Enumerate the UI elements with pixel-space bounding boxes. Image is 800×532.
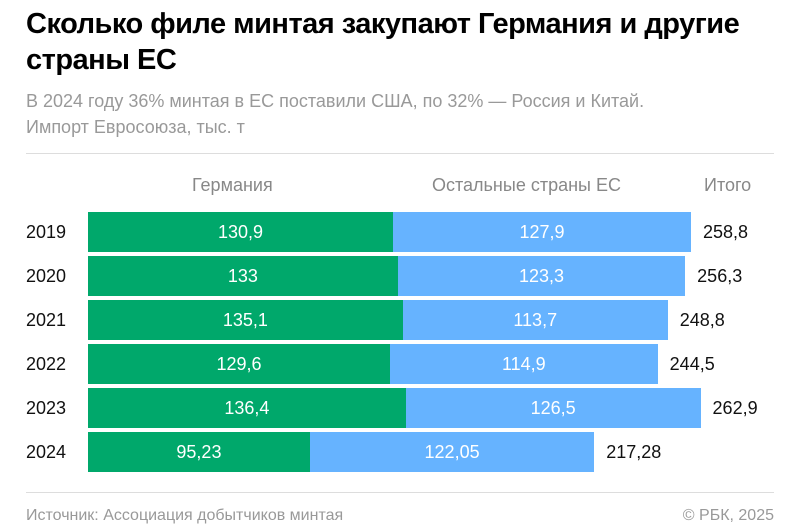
chart-subtitle: В 2024 году 36% минтая в ЕС поставили СШ… [26,88,786,140]
bar-value-label: 135,1 [222,309,268,330]
total-label: 244,5 [669,354,715,374]
subtitle-line-1: В 2024 году 36% минтая в ЕС поставили СШ… [26,91,645,111]
year-label: 2024 [26,442,67,462]
legend-germany: Германия [192,175,273,195]
bar-value-label: 130,9 [217,221,264,242]
bar-germany: 95,23 [88,432,310,472]
total-label: 258,8 [703,222,749,242]
bar-germany: 135,1 [88,300,403,340]
bar-value-label: 123,3 [518,265,565,286]
bar-value-label: 127,9 [519,221,565,242]
bar-germany: 136,4 [88,388,406,428]
total-label: 217,28 [606,442,662,462]
year-label: 2022 [26,354,67,374]
total-label: 248,8 [679,310,725,330]
year-label: 2023 [26,398,67,418]
top-divider [26,153,774,154]
bar-other-eu: 122,05 [309,432,595,472]
year-label: 2019 [26,222,67,242]
chart-title: Сколько филе минтая закупают Германия и … [26,8,740,76]
bar-other-eu: 114,9 [389,344,658,384]
bar-value-label: 95,23 [176,441,222,462]
bar-germany: 133 [88,256,398,296]
bar-other-eu: 127,9 [392,212,691,252]
bottom-divider [26,492,774,493]
bar-germany: 130,9 [88,212,393,252]
source-note: Источник: Ассоциация добытчиков минтая [26,507,344,524]
bar-other-eu: 126,5 [405,388,701,428]
bar-value-label: 122,05 [424,441,480,462]
bar-value-label: 126,5 [530,397,576,418]
legend-other-eu: Остальные страны ЕС [432,175,621,195]
bar-value-label: 129,6 [216,353,262,374]
bar-germany: 129,6 [88,344,390,384]
bar-value-label: 114,9 [501,353,546,374]
total-label: 262,9 [712,398,758,418]
year-label: 2021 [26,310,67,330]
subtitle-line-2: Импорт Евросоюза, тыс. т [26,117,245,137]
bar-value-label: 113,7 [513,309,558,330]
legend-total: Итого [704,175,752,195]
bar-other-eu: 123,3 [397,256,686,296]
copyright: © РБК, 2025 [682,507,774,524]
bar-other-eu: 113,7 [402,300,668,340]
bar-value-label: 133 [227,265,258,286]
total-label: 256,3 [697,266,743,286]
bar-value-label: 136,4 [224,397,270,418]
year-label: 2020 [26,266,67,286]
